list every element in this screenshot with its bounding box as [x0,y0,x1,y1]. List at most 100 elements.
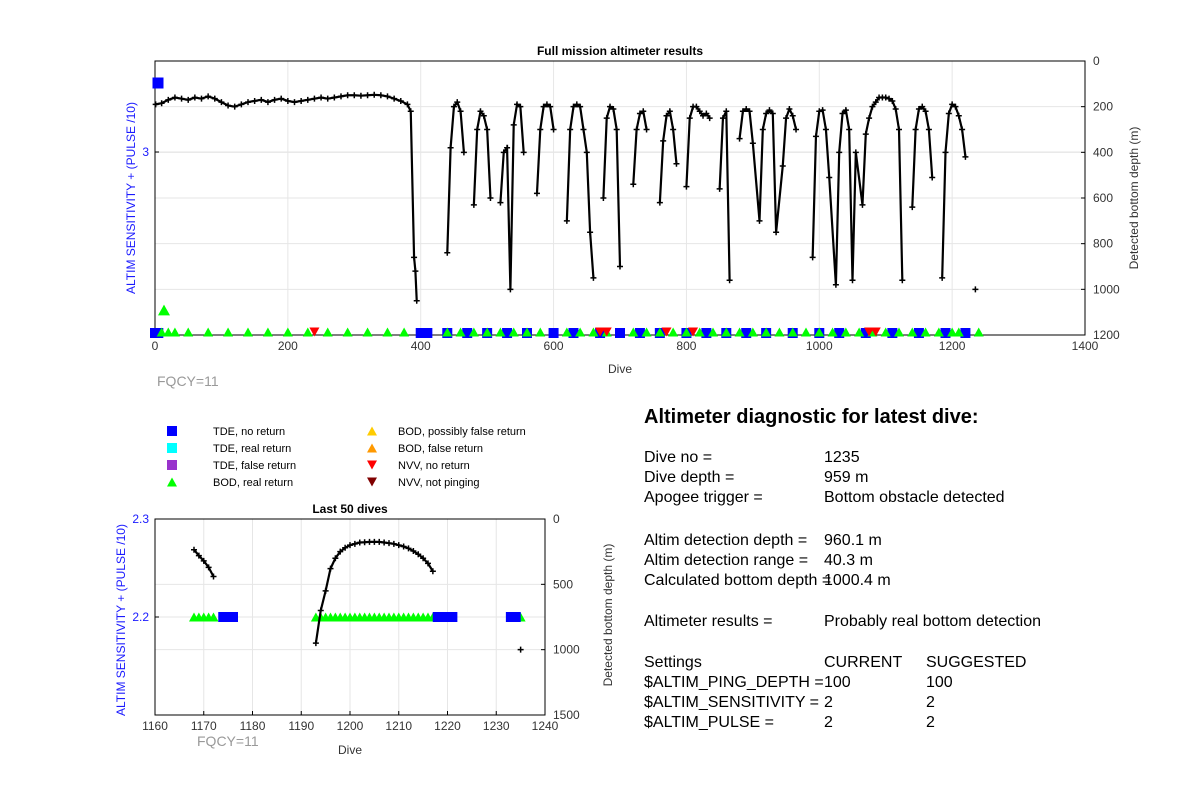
marker-triangle-up [894,327,904,337]
depth-point [643,126,650,133]
y-right-tick-label: 600 [1093,191,1113,205]
marker-square [960,328,971,338]
calc-depth-label: Calculated bottom depth = [644,572,831,589]
altim-range-label: Altim detection range = [644,552,808,569]
chart2-x-ticks: 1160 1170 1180 1190 1200 1210 1220 1230 1240 [142,711,559,733]
marker-triangle-up [880,327,891,337]
marker-triangle-up [495,327,506,337]
legend-label: TDE, false return [213,460,296,472]
chart2-y-right-ticks: 0 500 1000 1500 [541,512,580,722]
depth-point [929,174,936,181]
x-tick-label: 0 [152,339,159,353]
marker-triangle-up [262,327,273,337]
chart1-x-label: Dive [608,362,632,376]
depth-point [218,99,225,106]
marker-square [634,328,645,338]
depth-point [178,95,185,102]
marker-square [940,328,951,338]
depth-point [520,149,527,156]
depth-point [507,286,514,293]
depth-point [706,115,713,122]
depth-point [836,149,843,156]
depth-point [200,557,207,564]
y-left-tick-label: 2.3 [132,512,149,526]
depth-point [480,112,487,119]
depth-point [357,92,364,99]
legend-marker-triangle-up [367,443,377,453]
depth-point [580,126,587,133]
depth-point [607,103,614,110]
depth-point [514,101,521,108]
marker-square [415,328,426,338]
marker-triangle-up [342,327,353,337]
marker-square [615,328,625,338]
depth-point [839,110,846,117]
depth-point [251,97,258,104]
marker-triangle-up [203,327,214,337]
pulse-current: 2 [824,714,833,731]
marker-triangle-up [156,327,167,337]
depth-point [723,108,730,115]
depth-point [337,548,344,555]
depth-point [892,105,899,112]
marker-triangle-up [322,327,333,337]
marker-triangle-up [933,327,944,337]
depth-line-segment [535,103,555,194]
depth-line-segment [658,108,678,203]
chart2-y-right-label: Detected bottom depth (m) [601,544,615,687]
marker-square [422,328,433,338]
depth-point [543,101,550,108]
marker-triangle-up [734,327,745,337]
marker-triangle-up [522,327,532,337]
depth-point [919,103,926,110]
depth-point [447,144,454,151]
depth-point [191,94,198,101]
depth-point [945,110,952,117]
depth-point [264,99,271,106]
depth-point [395,542,402,549]
x-tick-label: 800 [676,339,696,353]
marker-square [153,328,164,338]
chart1-title: Full mission altimeter results [537,44,703,58]
last-50-dives-chart: Last 50 dives 1160 1170 1180 1190 1200 1210 12… [114,502,615,757]
depth-line-segment [811,96,904,285]
x-tick-label: 400 [411,339,431,353]
depth-point [756,217,763,224]
altim-range-value: 40.3 m [824,552,873,569]
y-left-tick-label: 3 [142,145,149,159]
depth-point [962,153,969,160]
dive-no-label: Dive no = [644,449,712,466]
depth-point [577,103,584,110]
full-mission-chart: Full mission altimeter results 0 200 400 60… [124,44,1141,389]
ping-depth-suggested: 100 [926,674,953,691]
depth-point [666,108,673,115]
y-right-tick-label: 1200 [1093,328,1120,342]
y-right-tick-label: 200 [1093,100,1113,114]
depth-point [474,126,481,133]
chart1-x-ticks: 0 200 400 600 800 1000 1200 1400 [152,331,1099,353]
depth-point [783,115,790,122]
depth-point [869,103,876,110]
legend-marker-triangle-down [367,477,377,487]
chart2-markers [189,612,526,622]
depth-point [766,107,773,114]
depth-point [809,254,816,261]
depth-point [429,568,436,575]
depth-line-segment [314,540,434,644]
depth-point [278,95,285,102]
marker-triangle-up [840,327,851,337]
depth-point [390,540,397,547]
chart2-fqcy-annotation: FQCY=11 [197,733,259,749]
depth-point [746,108,753,115]
depth-point [603,115,610,122]
depth-point [158,100,165,107]
depth-point [152,101,159,108]
marker-square [860,328,871,338]
marker-square [834,328,845,338]
depth-point [925,126,932,133]
marker-triangle-up [854,327,865,337]
depth-point [517,103,524,110]
depth-point [171,94,178,101]
y-right-tick-label: 0 [553,512,560,526]
depth-point [450,103,457,110]
